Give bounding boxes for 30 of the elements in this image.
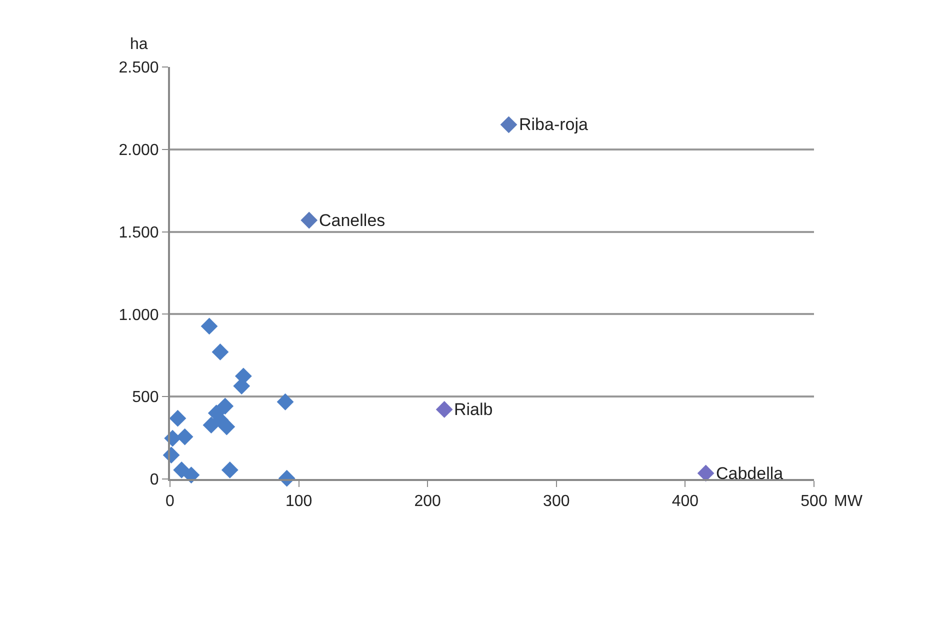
x-tick-label: 300 xyxy=(543,493,570,510)
annotation: Cabdella xyxy=(716,464,784,483)
point xyxy=(182,466,200,484)
x-axis-title: MW xyxy=(834,493,864,510)
point xyxy=(169,410,186,427)
x-tick-label: 100 xyxy=(285,493,312,510)
x-tick-label: 200 xyxy=(414,493,442,510)
point xyxy=(216,398,234,415)
y-axis-title: ha xyxy=(130,36,148,53)
point xyxy=(200,318,218,335)
y-tick-label: 1.500 xyxy=(118,224,159,242)
point xyxy=(212,343,229,360)
point xyxy=(697,464,714,482)
point xyxy=(436,401,453,418)
y-tick-label: 2.500 xyxy=(118,60,159,77)
y-tick-label: 1.000 xyxy=(118,306,159,324)
y-tick-label: 2.000 xyxy=(118,142,159,159)
annotation: Rialb xyxy=(454,400,493,419)
point xyxy=(276,393,294,410)
point xyxy=(500,116,518,134)
point xyxy=(176,428,194,446)
point xyxy=(221,461,238,478)
x-tick-label: 400 xyxy=(672,493,699,510)
y-tick-label: 0 xyxy=(150,472,159,489)
x-tick-label: 0 xyxy=(166,493,175,510)
annotation: Riba-roja xyxy=(519,115,589,134)
point xyxy=(300,212,318,229)
x-tick-label: 500 xyxy=(800,493,828,510)
annotation: Canelles xyxy=(319,211,386,230)
y-tick-label: 500 xyxy=(132,389,159,406)
